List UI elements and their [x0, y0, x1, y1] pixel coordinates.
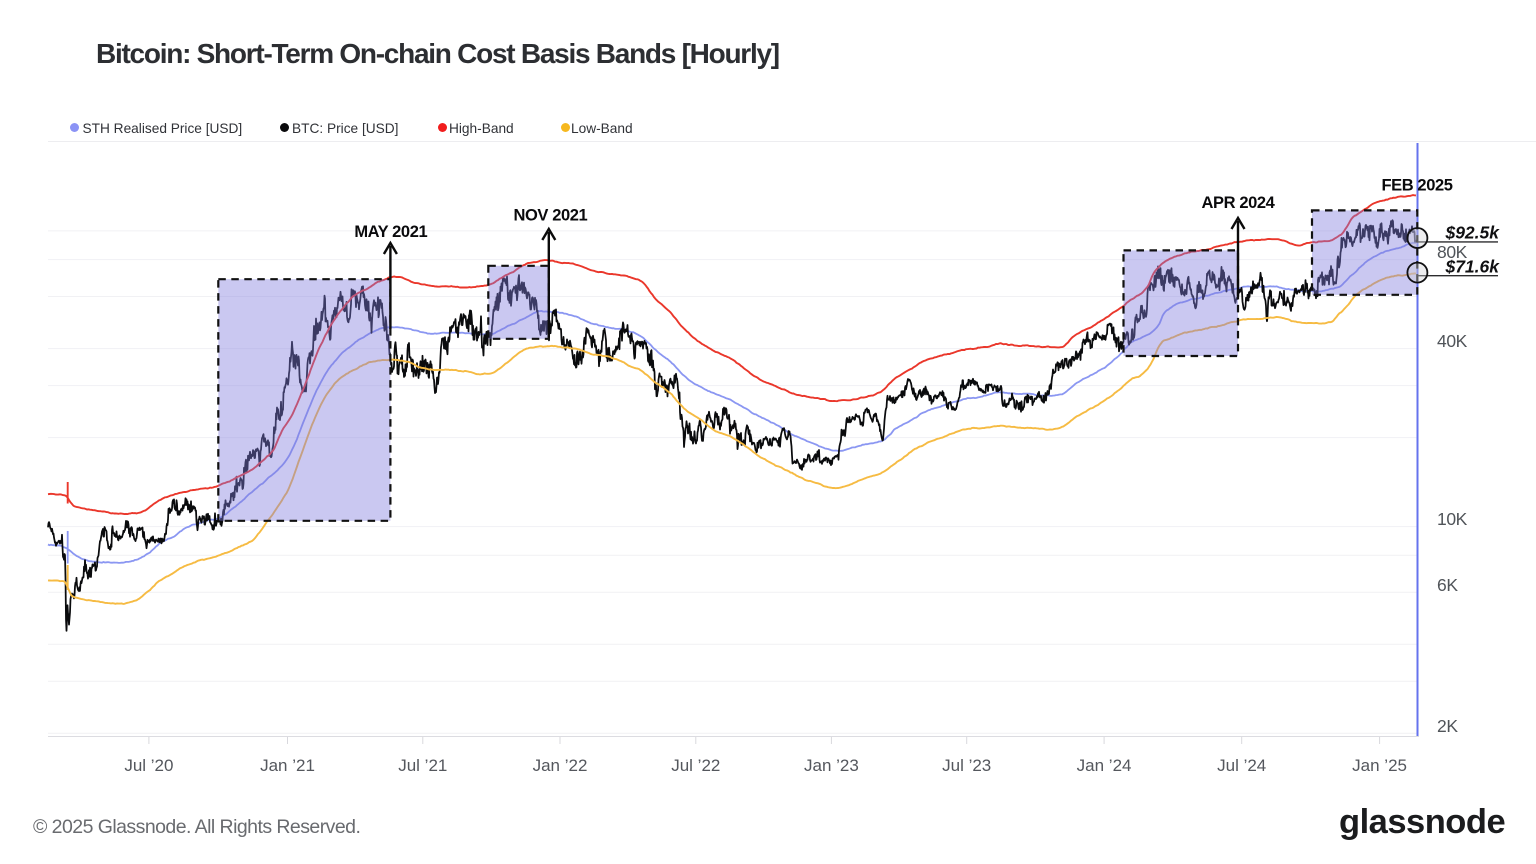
svg-text:Jul ’22: Jul ’22	[671, 756, 720, 775]
svg-text:NOV 2021: NOV 2021	[513, 207, 587, 225]
svg-text:10K: 10K	[1437, 509, 1468, 529]
svg-text:Jan ’23: Jan ’23	[804, 756, 859, 775]
svg-text:MAY 2021: MAY 2021	[354, 223, 427, 241]
svg-text:$71.6k: $71.6k	[1444, 257, 1500, 277]
svg-text:40K: 40K	[1437, 331, 1468, 351]
svg-text:Jul ’20: Jul ’20	[124, 756, 173, 775]
svg-text:80K: 80K	[1437, 242, 1468, 262]
svg-text:Jul ’21: Jul ’21	[398, 756, 447, 775]
svg-text:Jan ’24: Jan ’24	[1077, 756, 1132, 775]
svg-text:Jan ’22: Jan ’22	[533, 756, 588, 775]
svg-text:FEB 2025: FEB 2025	[1381, 177, 1452, 195]
svg-text:2K: 2K	[1437, 716, 1458, 736]
svg-text:6K: 6K	[1437, 575, 1458, 595]
svg-text:Jul ’24: Jul ’24	[1217, 756, 1266, 775]
svg-text:Jan ’25: Jan ’25	[1352, 756, 1407, 775]
svg-text:APR 2024: APR 2024	[1202, 194, 1276, 212]
svg-text:Jul ’23: Jul ’23	[942, 756, 991, 775]
svg-text:Jan ’21: Jan ’21	[260, 756, 315, 775]
svg-text:$92.5k: $92.5k	[1444, 223, 1500, 243]
